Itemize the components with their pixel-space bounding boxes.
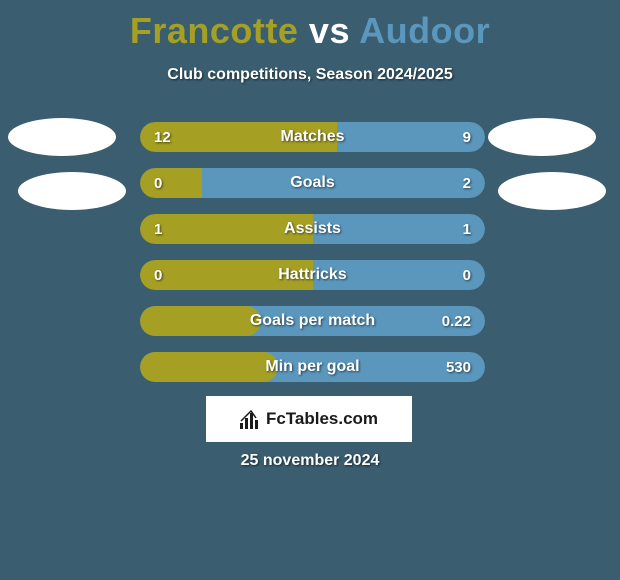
page-title: Francotte vs Audoor (0, 0, 620, 52)
stat-row: Min per goal530 (140, 352, 485, 382)
stat-row: Assists1 1 (140, 214, 485, 244)
stat-value-right: 1 (463, 214, 471, 244)
comparison-infographic: Francotte vs Audoor Club competitions, S… (0, 0, 620, 580)
stat-value-right: 9 (463, 122, 471, 152)
stat-row: Matches12 9 (140, 122, 485, 152)
stat-label: Assists (140, 214, 485, 244)
stat-label: Min per goal (140, 352, 485, 382)
stat-row: Goals per match0.22 (140, 306, 485, 336)
stat-value-left: 12 (154, 122, 171, 152)
stat-value-left: 0 (154, 168, 162, 198)
subtitle: Club competitions, Season 2024/2025 (0, 52, 620, 84)
stat-value-right: 0.22 (442, 306, 471, 336)
stat-row: Goals0 2 (140, 168, 485, 198)
player2-name: Audoor (359, 10, 490, 51)
stat-label: Hattricks (140, 260, 485, 290)
footer-date: 25 november 2024 (0, 452, 620, 470)
player1-name: Francotte (130, 10, 299, 51)
stat-value-right: 530 (446, 352, 471, 382)
logo-bar: FcTables.com (206, 396, 412, 442)
player1-badge (18, 172, 126, 210)
stat-label: Goals per match (140, 306, 485, 336)
logo-text: FcTables.com (266, 409, 378, 429)
stat-label: Matches (140, 122, 485, 152)
stat-value-left: 0 (154, 260, 162, 290)
player1-badge (8, 118, 116, 156)
stat-value-right: 2 (463, 168, 471, 198)
player2-badge (488, 118, 596, 156)
stat-rows: Matches129Goals02Assists11Hattricks00Goa… (140, 122, 485, 398)
stat-value-left: 1 (154, 214, 162, 244)
stat-label: Goals (140, 168, 485, 198)
vs-text: vs (309, 10, 350, 51)
stat-value-right: 0 (463, 260, 471, 290)
player2-badge (498, 172, 606, 210)
fctables-logo-icon (240, 409, 260, 429)
stat-row: Hattricks0 0 (140, 260, 485, 290)
